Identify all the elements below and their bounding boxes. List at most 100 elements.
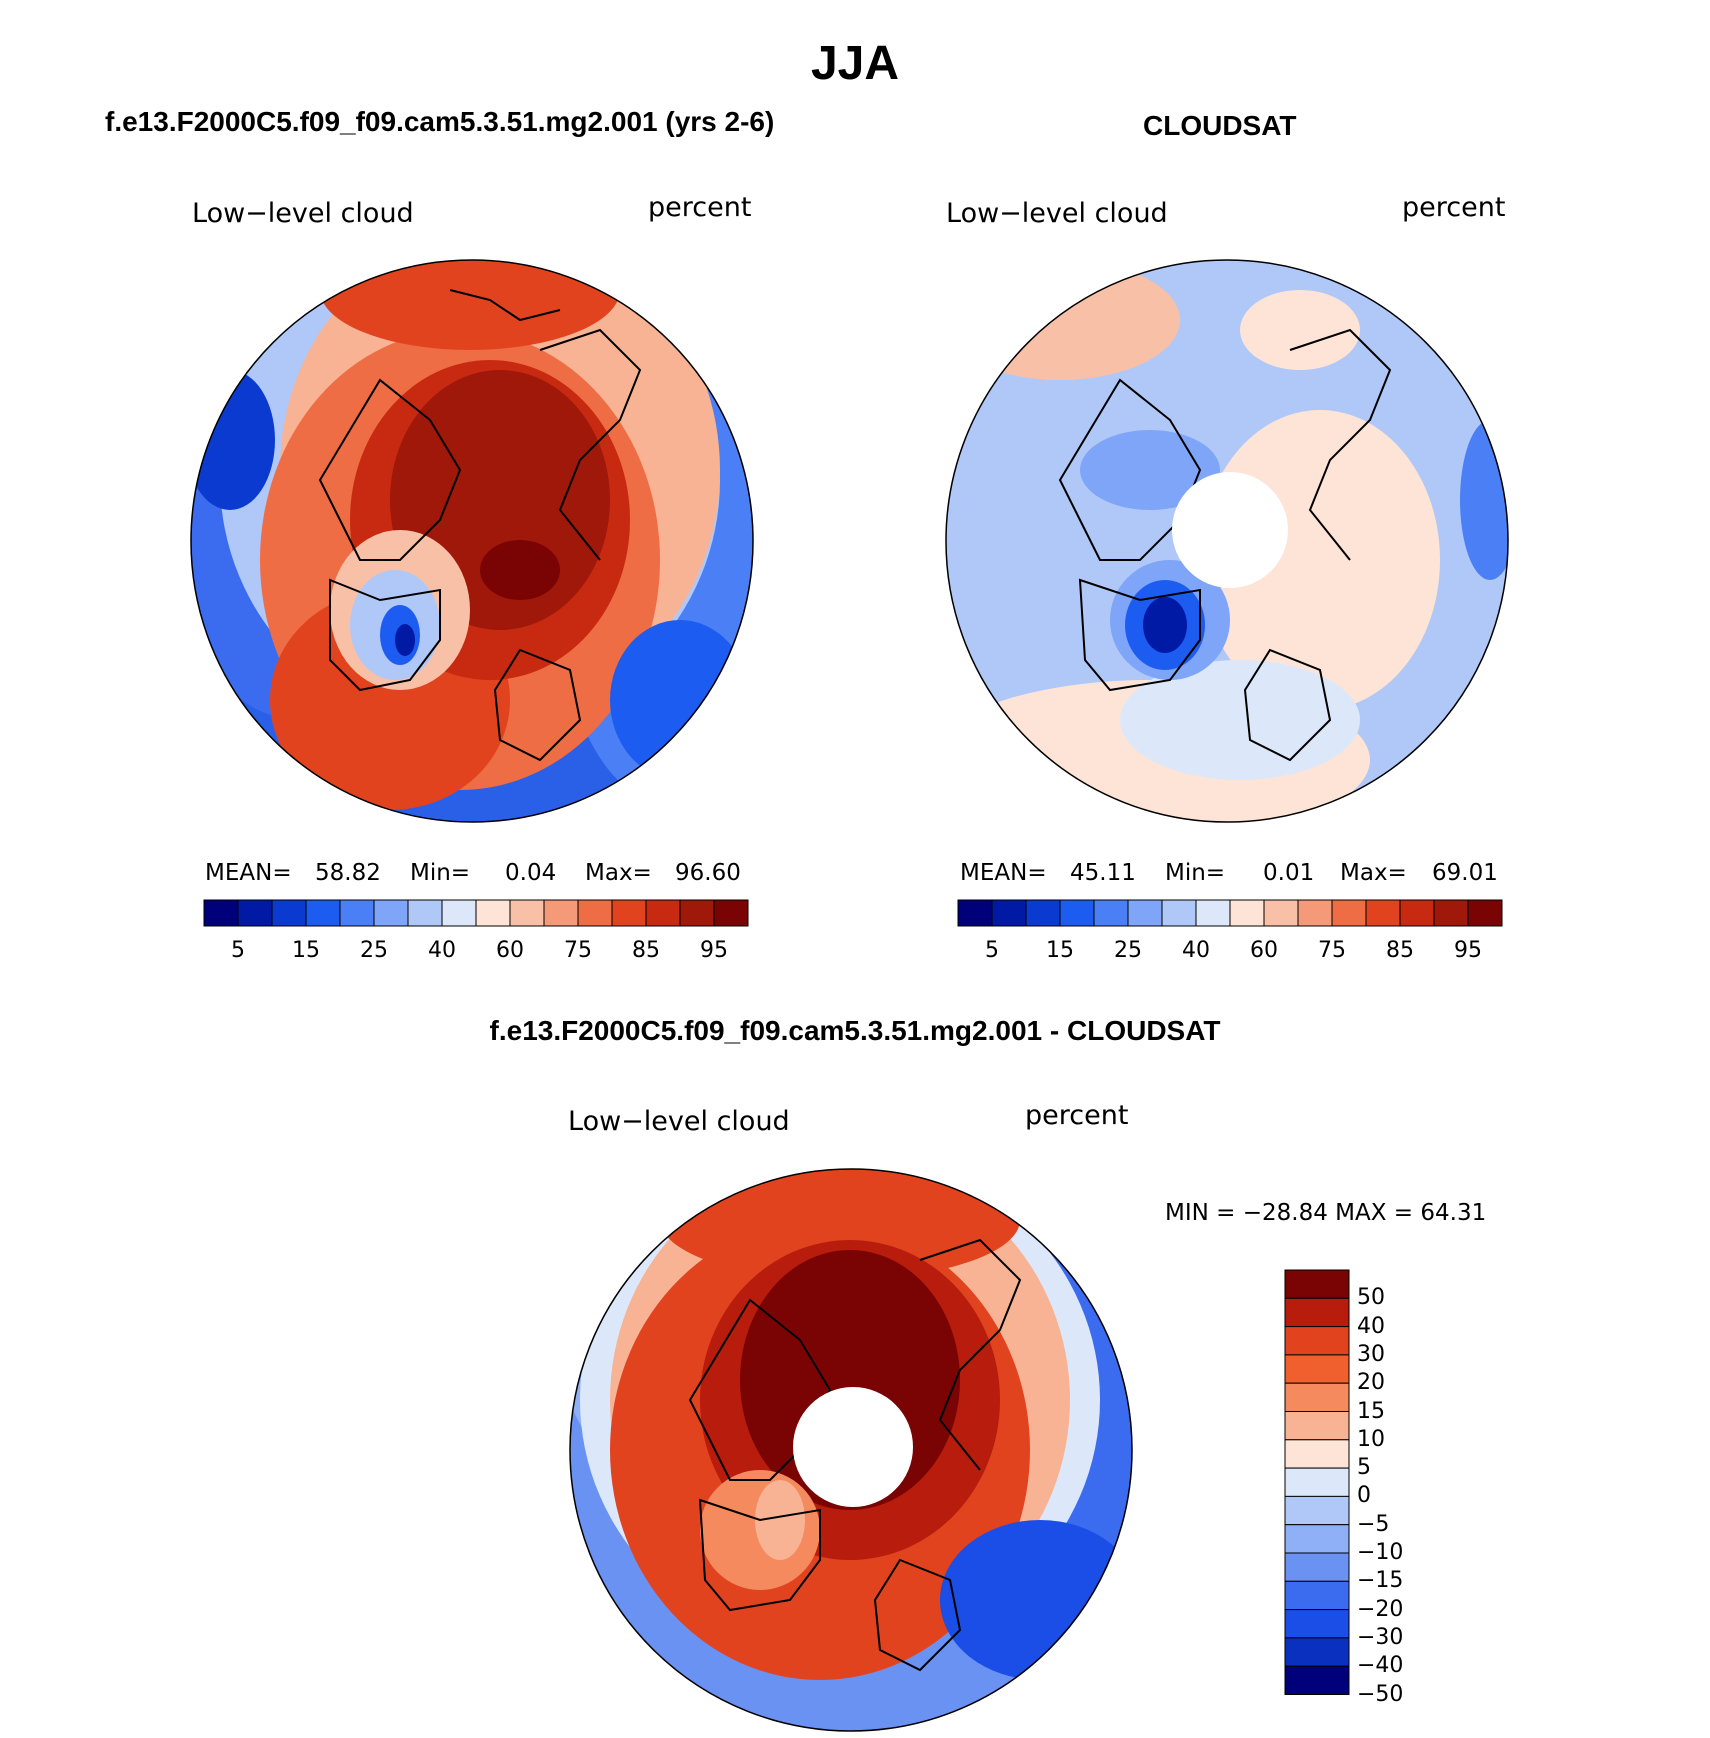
colorbar-swatch [1467, 899, 1503, 927]
colorbar-tick-label: 75 [1318, 938, 1346, 963]
obs-min-label: Min= [1165, 860, 1226, 886]
colorbar-tick-label: 0 [1357, 1483, 1371, 1509]
colorbar-tick-label: −20 [1357, 1596, 1404, 1622]
colorbar-swatch [679, 899, 715, 927]
colorbar-tick-label: 60 [496, 938, 524, 963]
obs-panel-title: CLOUDSAT [1143, 110, 1297, 141]
model-max-label: Max= [585, 860, 652, 886]
colorbar-swatch [1284, 1552, 1350, 1582]
model-min-label: Min= [410, 860, 471, 886]
colorbar-tick-label: 40 [1182, 938, 1210, 963]
figure-title: JJA [810, 37, 900, 90]
colorbar-tick-label: 5 [231, 938, 245, 963]
colorbar-swatch [1284, 1665, 1350, 1695]
colorbar-tick-label: 10 [1357, 1426, 1385, 1452]
colorbar-swatch [1284, 1297, 1350, 1328]
colorbar-swatch [339, 899, 375, 927]
colorbar-swatch [1365, 899, 1401, 927]
colorbar-tick-label: 95 [700, 938, 728, 963]
colorbar-swatch [991, 899, 1027, 927]
obs-mean-label: MEAN= [960, 860, 1047, 886]
model-max-value: 96.60 [675, 860, 741, 886]
colorbar-tick-label: 25 [1114, 938, 1142, 963]
model-variable-label: Low−level cloud [192, 198, 414, 229]
diff-units-label: percent [1025, 1100, 1129, 1131]
colorbar-swatch [1284, 1269, 1350, 1299]
colorbar-swatch [1284, 1495, 1350, 1526]
colorbar-swatch [1284, 1411, 1350, 1441]
colorbar-tick-label: 20 [1357, 1370, 1385, 1396]
diff-minmax: MIN = −28.84 MAX = 64.31 [1165, 1200, 1487, 1226]
colorbar-tick-label: 85 [1386, 938, 1414, 963]
colorbar-tick-label: −40 [1357, 1653, 1404, 1679]
colorbar-tick-label: 15 [1046, 938, 1074, 963]
colorbar-swatch [1284, 1439, 1350, 1469]
colorbar-tick-label: −10 [1357, 1540, 1404, 1565]
colorbar-swatch [475, 899, 511, 927]
colorbar-swatch [407, 899, 443, 927]
diff-colorbar [1284, 1269, 1350, 1695]
model-panel-title: f.e13.F2000C5.f09_f09.cam5.3.51.mg2.001 … [105, 106, 775, 137]
colorbar-tick-label: 5 [985, 938, 999, 963]
colorbar-tick-label: 85 [632, 938, 660, 963]
model-mean-label: MEAN= [205, 860, 292, 886]
colorbar-tick-label: −5 [1357, 1511, 1390, 1537]
colorbar-swatch [1195, 899, 1231, 927]
obs-map [946, 260, 1508, 822]
colorbar-swatch [1284, 1524, 1350, 1554]
colorbar-swatch [1059, 899, 1095, 927]
model-min-value: 0.04 [505, 860, 557, 886]
colorbar-swatch [203, 899, 239, 927]
colorbar-tick-label: 5 [1357, 1455, 1371, 1481]
colorbar-tick-label: 15 [292, 938, 320, 963]
colorbar-tick-label: −15 [1357, 1568, 1404, 1594]
obs-units-label: percent [1402, 192, 1506, 223]
diff-variable-label: Low−level cloud [568, 1106, 790, 1137]
colorbar-swatch [373, 899, 409, 927]
colorbar-swatch [1127, 899, 1163, 927]
obs-mean-value: 45.11 [1070, 860, 1136, 886]
colorbar-swatch [611, 899, 647, 927]
colorbar-swatch [1284, 1580, 1350, 1611]
colorbar-tick-label: 60 [1250, 938, 1278, 963]
colorbar-swatch [645, 899, 681, 927]
colorbar-tick-label: 95 [1454, 938, 1482, 963]
colorbar-swatch [543, 899, 579, 927]
colorbar-swatch [441, 899, 477, 927]
colorbar-swatch [1433, 899, 1469, 927]
model-colorbar [203, 899, 749, 927]
colorbar-swatch [1331, 899, 1367, 927]
obs-variable-label: Low−level cloud [946, 198, 1168, 229]
colorbar-swatch [1229, 899, 1265, 927]
colorbar-swatch [237, 899, 273, 927]
colorbar-tick-label: 50 [1357, 1285, 1385, 1311]
colorbar-swatch [713, 899, 749, 927]
model-map [191, 260, 753, 822]
colorbar-tick-label: 25 [360, 938, 388, 963]
colorbar-swatch [305, 899, 341, 927]
colorbar-tick-label: 40 [1357, 1313, 1385, 1339]
obs-colorbar [957, 899, 1503, 927]
colorbar-swatch [271, 899, 307, 927]
obs-max-label: Max= [1340, 860, 1407, 886]
colorbar-swatch [1399, 899, 1435, 927]
colorbar-tick-label: −50 [1357, 1681, 1404, 1707]
colorbar-swatch [1093, 899, 1129, 927]
colorbar-swatch [957, 899, 993, 927]
colorbar-tick-label: 15 [1357, 1398, 1385, 1424]
colorbar-swatch [1284, 1326, 1350, 1356]
diff-map [570, 1169, 1132, 1731]
colorbar-swatch [1284, 1354, 1350, 1384]
model-units-label: percent [648, 192, 752, 223]
obs-min-value: 0.01 [1263, 860, 1315, 886]
colorbar-tick-label: 30 [1357, 1341, 1385, 1367]
colorbar-swatch [509, 899, 545, 927]
model-mean-value: 58.82 [315, 860, 381, 886]
colorbar-tick-label: −30 [1357, 1624, 1404, 1650]
colorbar-tick-label: 40 [428, 938, 456, 963]
colorbar-swatch [1284, 1609, 1350, 1639]
obs-max-value: 69.01 [1432, 860, 1498, 886]
diff-panel-title: f.e13.F2000C5.f09_f09.cam5.3.51.mg2.001 … [489, 1015, 1221, 1046]
colorbar-tick-label: 75 [564, 938, 592, 963]
colorbar-swatch [1025, 899, 1061, 927]
